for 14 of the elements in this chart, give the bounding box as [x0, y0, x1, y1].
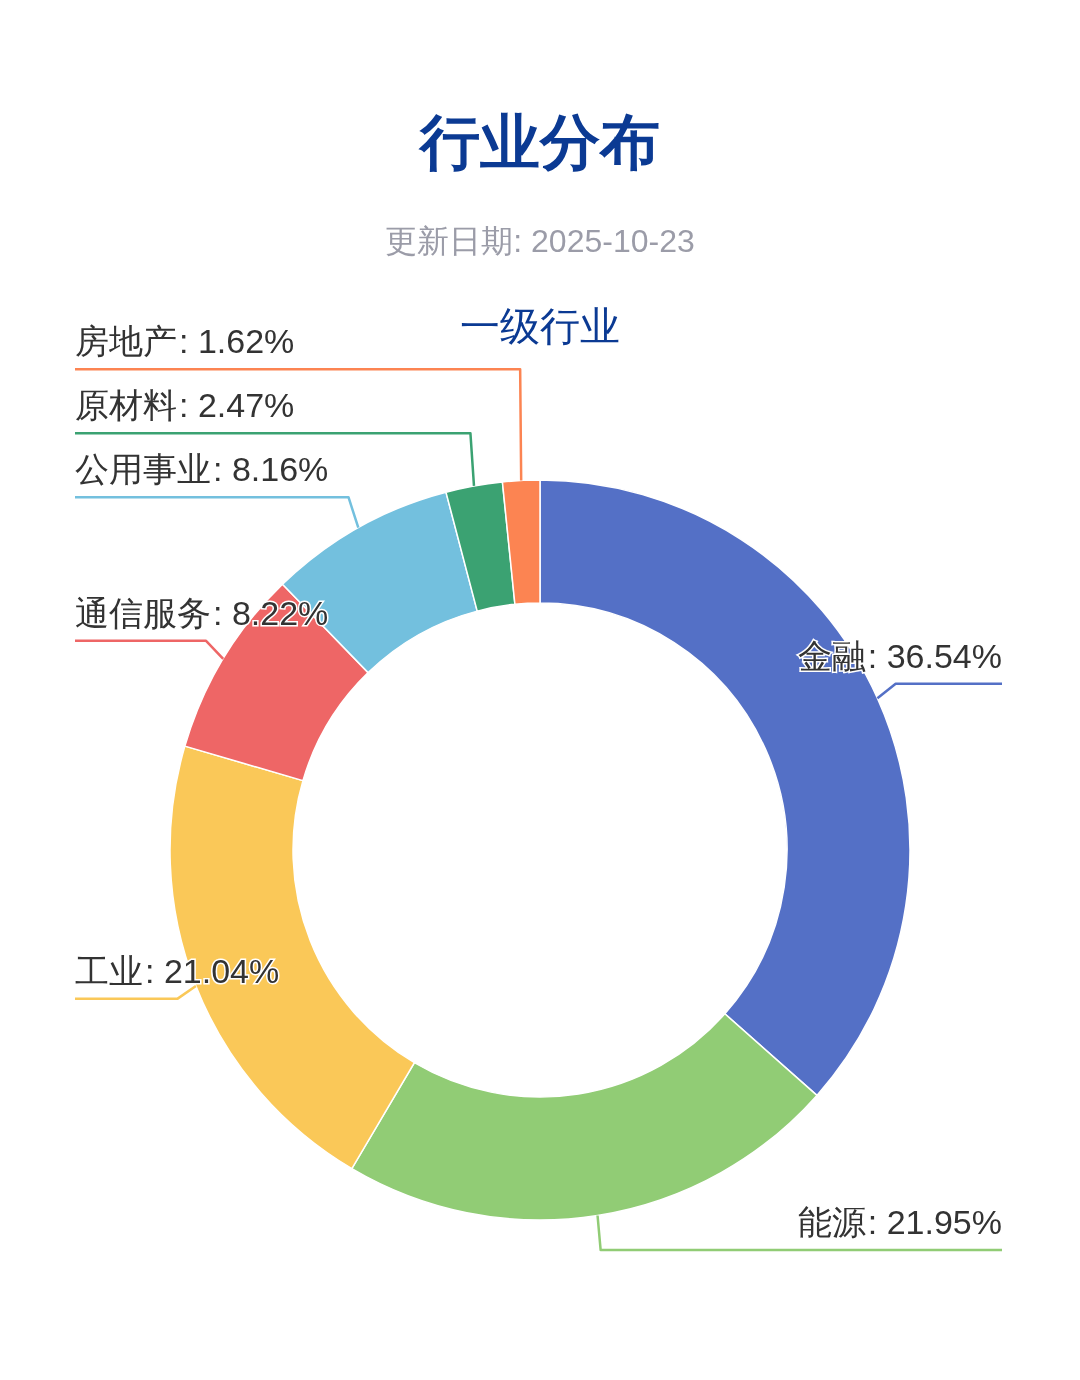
slice-label: 通信服务 [75, 593, 211, 632]
slice-label: 工业 [75, 951, 143, 990]
data-label: : 2.47% [179, 386, 295, 425]
data-label: : 8.16% [213, 450, 329, 489]
data-label: : 36.54% [867, 636, 1002, 675]
text: 一级行业 [460, 304, 620, 348]
slice-label: 原材料 [75, 386, 177, 425]
data-label: : 21.95% [867, 1203, 1002, 1242]
slice-label: 能源 [797, 1203, 866, 1242]
slice-label: 公用事业 [75, 450, 211, 489]
slice-label: 房地产 [75, 322, 177, 361]
chart-title: 行业分布 [418, 109, 660, 176]
chart-subtitle: 更新日期: 2025-10-23 [385, 223, 695, 259]
data-label: : 1.62% [179, 322, 295, 361]
